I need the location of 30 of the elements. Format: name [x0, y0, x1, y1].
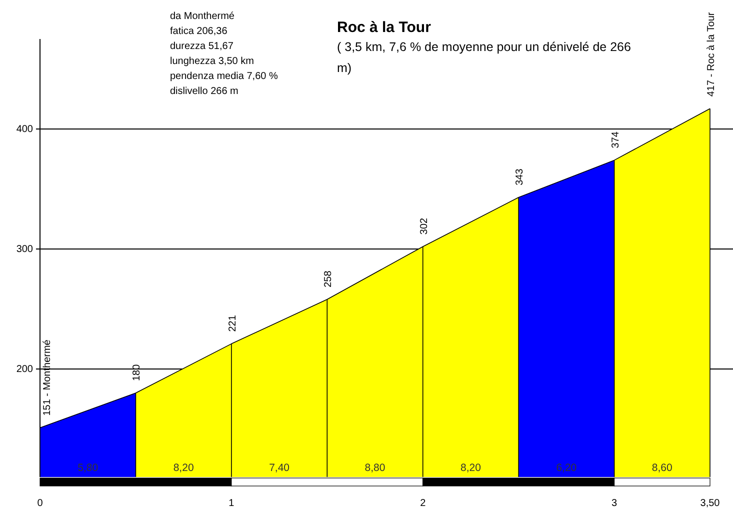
annotation: 6,20 [556, 462, 577, 474]
annotation: 8,80 [364, 462, 386, 474]
annotation: 8,20 [173, 462, 194, 474]
y-tick-label: 400 [16, 124, 34, 136]
y-tick-label: 200 [16, 364, 34, 376]
annotation: 8,20 [460, 462, 482, 474]
data-label: 151 - Monthermé [42, 339, 53, 416]
y-tick-label: 300 [16, 244, 34, 256]
annotation: lunghezza 3,50 km [170, 56, 254, 67]
annotation: pendenza media 7,60 % [170, 71, 278, 82]
data-label: 221 [227, 314, 238, 332]
chart-title: Roc à la Tour [337, 19, 432, 36]
data-label: 417 - Roc à la Tour [706, 12, 717, 97]
annotation: durezza 51,67 [170, 41, 234, 52]
annotation: 8,60 [652, 462, 673, 474]
annotation: dislivello 266 m [170, 86, 238, 97]
text: fatica 206,36 [170, 26, 228, 37]
x-tick-label: 2 [420, 498, 426, 510]
data-label: 302 [418, 217, 430, 235]
text: ( 3,5 km, 7,6 % de moyenne pour un dénivelé de 266 m) [337, 40, 631, 75]
x-tick-label: 3,50 [700, 498, 720, 510]
x-tick-label: 1 [228, 498, 235, 510]
data-label: 343 [514, 168, 526, 186]
annotation: 5,80 [78, 462, 98, 474]
x-tick-label: 0 [37, 498, 44, 510]
text: da Monthermé [170, 11, 235, 22]
annotation: 7,40 [269, 462, 290, 474]
x-tick-label: 3 [612, 498, 618, 510]
data-label: 374 [610, 131, 622, 148]
data-label: 258 [323, 270, 334, 288]
